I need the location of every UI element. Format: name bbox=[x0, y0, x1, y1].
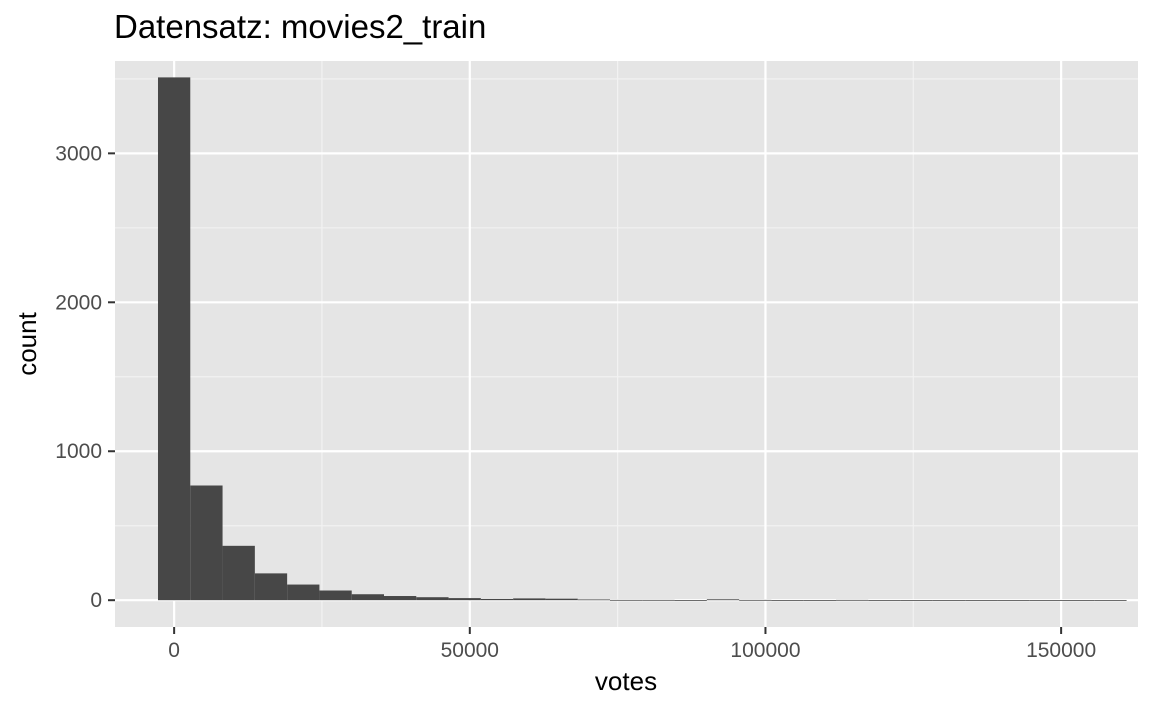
x-tick-label: 100000 bbox=[730, 639, 800, 662]
y-axis: 0 1000 2000 3000 bbox=[55, 142, 115, 612]
plot-panel bbox=[115, 61, 1138, 627]
x-tick-label: 50000 bbox=[441, 639, 499, 662]
histogram-bar bbox=[900, 600, 933, 601]
histogram-bar bbox=[157, 77, 191, 601]
histogram-bar bbox=[1094, 600, 1127, 601]
y-tick-label: 3000 bbox=[55, 142, 102, 165]
histogram-bar bbox=[642, 599, 675, 601]
histogram-bar bbox=[1062, 600, 1095, 601]
histogram-bar bbox=[610, 599, 643, 601]
histogram-bar bbox=[287, 584, 320, 601]
histogram-bar bbox=[190, 485, 223, 601]
histogram-bar bbox=[739, 599, 772, 601]
histogram-bars bbox=[157, 77, 1127, 601]
histogram-bar bbox=[932, 600, 966, 601]
histogram-bar bbox=[480, 598, 514, 601]
y-tick-label: 0 bbox=[90, 589, 102, 612]
histogram-bar bbox=[706, 599, 740, 601]
histogram-bar bbox=[803, 600, 837, 601]
histogram-bar bbox=[448, 598, 481, 601]
x-axis-title: votes bbox=[595, 666, 657, 696]
y-tick-label: 1000 bbox=[55, 440, 102, 463]
histogram-bar bbox=[319, 590, 352, 601]
histogram-bar bbox=[351, 594, 384, 601]
x-tick-label: 0 bbox=[168, 639, 180, 662]
y-tick-label: 2000 bbox=[55, 291, 102, 314]
histogram-bar bbox=[513, 598, 546, 601]
histogram-bar bbox=[1029, 600, 1063, 601]
histogram-bar bbox=[674, 600, 707, 601]
histogram-bar bbox=[836, 599, 869, 601]
x-axis: 0 50000 100000 150000 bbox=[168, 627, 1096, 662]
y-axis-title: count bbox=[12, 311, 42, 375]
histogram-bar bbox=[416, 597, 449, 601]
histogram-bar bbox=[997, 600, 1030, 601]
histogram-bar bbox=[771, 600, 804, 601]
histogram-bar bbox=[545, 598, 578, 601]
histogram-bar bbox=[577, 599, 611, 601]
histogram-bar bbox=[868, 600, 901, 601]
histogram-bar bbox=[254, 573, 288, 601]
histogram-bar bbox=[965, 600, 998, 601]
minor-gridlines bbox=[115, 61, 1138, 627]
x-tick-label: 150000 bbox=[1026, 639, 1096, 662]
histogram-bar bbox=[383, 596, 417, 601]
histogram-bar bbox=[222, 545, 255, 601]
chart-title: Datensatz: movies2_train bbox=[114, 8, 486, 45]
